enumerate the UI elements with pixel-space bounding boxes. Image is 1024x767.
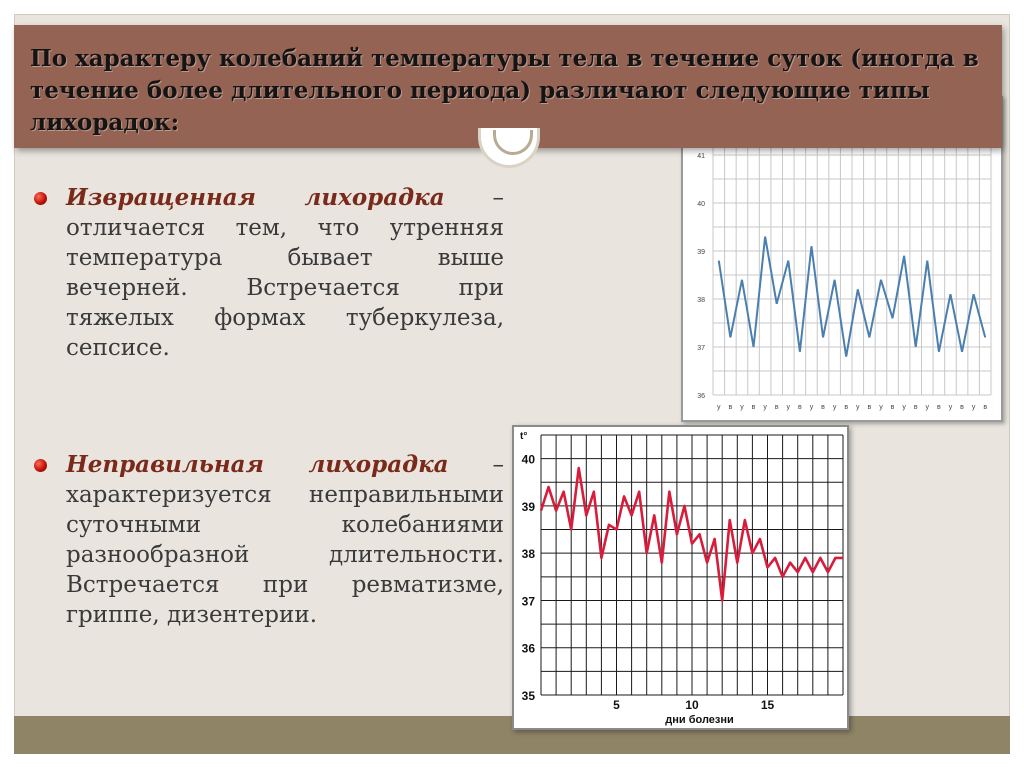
x-tick-label: в xyxy=(914,404,918,411)
x-tick-label: у xyxy=(833,404,837,411)
temperature-series-line xyxy=(539,466,843,602)
x-tick-label: у xyxy=(717,404,721,411)
y-tick-label: 38 xyxy=(697,297,705,304)
x-tick-label: в xyxy=(752,404,756,411)
slide-title: По характеру колебаний температуры тела … xyxy=(30,45,979,136)
irregular-fever-term: Неправильная лихорадка xyxy=(66,451,449,478)
x-tick-label: в xyxy=(983,404,987,411)
x-tick-label: у xyxy=(810,404,814,411)
x-tick-label: у xyxy=(879,404,883,411)
x-tick-label: 10 xyxy=(685,698,699,712)
y-tick-label: 36 xyxy=(697,393,705,400)
x-tick-label: в xyxy=(775,404,779,411)
x-tick-label: в xyxy=(960,404,964,411)
x-axis-label: дни болезни xyxy=(665,714,734,726)
perverse-fever-text: Извращенная лихорадка – отличается тем, … xyxy=(66,183,504,363)
irregular-fever-chart: 35 36 37 38 39 40 t° 5 10 15 дни болезни xyxy=(512,425,849,730)
x-tick-label: 15 xyxy=(761,698,775,712)
x-tick-label: у xyxy=(856,404,860,411)
y-tick-label: 37 xyxy=(697,345,705,352)
y-tick-label: 39 xyxy=(522,500,536,514)
irregular-fever-text: Неправильная лихорадка – характеризуется… xyxy=(66,450,504,630)
x-tick-label: в xyxy=(729,404,733,411)
y-axis-label: t° xyxy=(520,431,527,442)
x-tick-label: в xyxy=(937,404,941,411)
y-tick-label: 39 xyxy=(697,249,705,256)
x-tick-label: у xyxy=(787,404,791,411)
y-tick-label: 38 xyxy=(522,547,536,561)
x-tick-label: в xyxy=(798,404,802,411)
x-tick-label: у xyxy=(740,404,744,411)
bullet-icon xyxy=(34,459,47,472)
x-tick-label: в xyxy=(891,404,895,411)
irregular-fever-description: – характеризуется неправильными суточным… xyxy=(66,452,504,628)
y-tick-label: 40 xyxy=(522,453,536,467)
perverse-fever-block: Извращенная лихорадка – отличается тем, … xyxy=(34,183,504,363)
x-tick-label: 5 xyxy=(613,698,620,712)
x-tick-label: у xyxy=(972,404,976,411)
x-tick-label: у xyxy=(902,404,906,411)
title-box: По характеру колебаний температуры тела … xyxy=(14,25,1002,148)
y-tick-label: 40 xyxy=(697,201,705,208)
y-tick-label: 37 xyxy=(522,594,536,608)
perverse-fever-description: – отличается тем, что утренняя температу… xyxy=(66,185,504,361)
y-tick-label: 35 xyxy=(522,689,536,703)
y-tick-label: 36 xyxy=(522,642,536,656)
bullet-icon xyxy=(34,192,47,205)
irregular-fever-block: Неправильная лихорадка – характеризуется… xyxy=(34,450,504,630)
y-tick-label: 41 xyxy=(697,153,705,160)
x-tick-label: у xyxy=(763,404,767,411)
irregular-fever-chart-svg: 35 36 37 38 39 40 t° 5 10 15 дни болезни xyxy=(520,431,844,726)
perverse-fever-term: Извращенная лихорадка xyxy=(66,184,445,211)
x-tick-label: у xyxy=(949,404,953,411)
x-tick-label: в xyxy=(844,404,848,411)
temperature-series-line xyxy=(717,236,987,357)
x-tick-label: в xyxy=(868,404,872,411)
x-tick-label: у xyxy=(926,404,930,411)
x-tick-label: в xyxy=(821,404,825,411)
